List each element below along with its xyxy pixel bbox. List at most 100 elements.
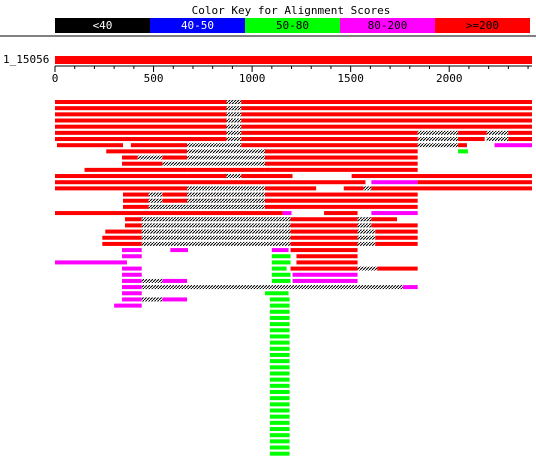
- alignment-segment[interactable]: [264, 161, 418, 166]
- alignment-segment[interactable]: [264, 155, 418, 160]
- alignment-segment[interactable]: [241, 137, 418, 142]
- alignment-segment[interactable]: [269, 408, 290, 413]
- alignment-segment[interactable]: [371, 211, 418, 216]
- alignment-segment[interactable]: [55, 100, 227, 104]
- alignment-segment[interactable]: [290, 266, 358, 271]
- alignment-segment[interactable]: [269, 445, 290, 450]
- alignment-segment[interactable]: [55, 260, 127, 265]
- alignment-segment[interactable]: [124, 223, 142, 228]
- alignment-segment[interactable]: [122, 285, 142, 290]
- alignment-segment[interactable]: [122, 297, 142, 302]
- alignment-segment[interactable]: [269, 371, 290, 376]
- alignment-segment[interactable]: [241, 174, 293, 179]
- alignment-segment[interactable]: [458, 143, 467, 148]
- alignment-segment[interactable]: [292, 278, 358, 283]
- alignment-segment[interactable]: [55, 211, 283, 216]
- alignment-segment[interactable]: [187, 167, 265, 172]
- alignment-segment[interactable]: [269, 365, 290, 370]
- alignment-segment[interactable]: [84, 167, 188, 172]
- alignment-segment[interactable]: [269, 328, 290, 333]
- alignment-segment[interactable]: [264, 167, 418, 172]
- alignment-segment[interactable]: [269, 396, 290, 401]
- alignment-segment[interactable]: [269, 402, 290, 407]
- alignment-segment[interactable]: [122, 272, 142, 277]
- alignment-segment[interactable]: [269, 352, 290, 357]
- alignment-segment[interactable]: [324, 211, 358, 216]
- alignment-segment[interactable]: [122, 248, 142, 253]
- alignment-segment[interactable]: [271, 248, 289, 253]
- alignment-segment[interactable]: [271, 260, 291, 265]
- alignment-segment[interactable]: [269, 340, 290, 345]
- alignment-segment[interactable]: [292, 272, 358, 277]
- alignment-segment[interactable]: [130, 143, 188, 148]
- alignment-segment[interactable]: [122, 161, 163, 166]
- alignment-segment[interactable]: [351, 174, 532, 179]
- alignment-segment[interactable]: [377, 266, 418, 271]
- alignment-segment[interactable]: [282, 211, 292, 216]
- alignment-segment[interactable]: [241, 100, 532, 104]
- alignment-segment[interactable]: [269, 346, 290, 351]
- alignment-segment[interactable]: [102, 235, 142, 240]
- alignment-segment[interactable]: [290, 235, 358, 240]
- alignment-segment[interactable]: [269, 389, 290, 394]
- alignment-segment[interactable]: [264, 149, 418, 154]
- alignment-segment[interactable]: [122, 278, 142, 283]
- alignment-segment[interactable]: [241, 118, 532, 123]
- alignment-segment[interactable]: [55, 137, 227, 142]
- alignment-segment[interactable]: [458, 149, 468, 154]
- alignment-segment[interactable]: [269, 427, 290, 432]
- alignment-segment[interactable]: [55, 124, 227, 129]
- alignment-segment[interactable]: [56, 143, 124, 148]
- alignment-segment[interactable]: [269, 334, 290, 339]
- alignment-segment[interactable]: [269, 359, 290, 364]
- alignment-segment[interactable]: [508, 130, 532, 135]
- alignment-segment[interactable]: [162, 278, 188, 283]
- alignment-segment[interactable]: [123, 192, 149, 197]
- alignment-segment[interactable]: [264, 192, 418, 197]
- alignment-segment[interactable]: [343, 186, 364, 191]
- alignment-segment[interactable]: [162, 192, 188, 197]
- alignment-segment[interactable]: [269, 303, 290, 308]
- alignment-segment[interactable]: [162, 155, 188, 160]
- alignment-segment[interactable]: [264, 186, 317, 191]
- alignment-segment[interactable]: [241, 106, 532, 111]
- alignment-segment[interactable]: [55, 118, 227, 123]
- alignment-segment[interactable]: [241, 143, 418, 148]
- alignment-segment[interactable]: [271, 272, 291, 277]
- alignment-segment[interactable]: [508, 137, 532, 142]
- alignment-segment[interactable]: [271, 278, 291, 283]
- alignment-segment[interactable]: [458, 137, 485, 142]
- alignment-segment[interactable]: [55, 112, 227, 117]
- alignment-segment[interactable]: [290, 223, 358, 228]
- alignment-segment[interactable]: [122, 254, 142, 259]
- alignment-segment[interactable]: [55, 180, 366, 185]
- alignment-segment[interactable]: [296, 260, 358, 265]
- alignment-segment[interactable]: [290, 241, 358, 246]
- alignment-segment[interactable]: [264, 291, 289, 296]
- alignment-segment[interactable]: [264, 198, 418, 203]
- alignment-segment[interactable]: [105, 229, 142, 234]
- alignment-segment[interactable]: [122, 291, 142, 296]
- alignment-segment[interactable]: [241, 130, 418, 135]
- alignment-segment[interactable]: [269, 420, 290, 425]
- alignment-segment[interactable]: [123, 198, 149, 203]
- alignment-segment[interactable]: [124, 217, 142, 222]
- alignment-segment[interactable]: [162, 297, 188, 302]
- alignment-segment[interactable]: [269, 383, 290, 388]
- alignment-segment[interactable]: [269, 297, 290, 302]
- alignment-segment[interactable]: [402, 285, 418, 290]
- alignment-segment[interactable]: [417, 180, 532, 185]
- alignment-segment[interactable]: [375, 229, 418, 234]
- alignment-segment[interactable]: [241, 124, 532, 129]
- alignment-segment[interactable]: [269, 414, 290, 419]
- alignment-segment[interactable]: [122, 266, 142, 271]
- alignment-segment[interactable]: [494, 143, 532, 148]
- alignment-segment[interactable]: [371, 223, 418, 228]
- alignment-segment[interactable]: [290, 248, 358, 253]
- alignment-segment[interactable]: [371, 180, 418, 185]
- alignment-segment[interactable]: [102, 241, 142, 246]
- alignment-segment[interactable]: [290, 229, 358, 234]
- alignment-segment[interactable]: [170, 248, 189, 253]
- alignment-segment[interactable]: [296, 254, 358, 259]
- alignment-segment[interactable]: [271, 266, 287, 271]
